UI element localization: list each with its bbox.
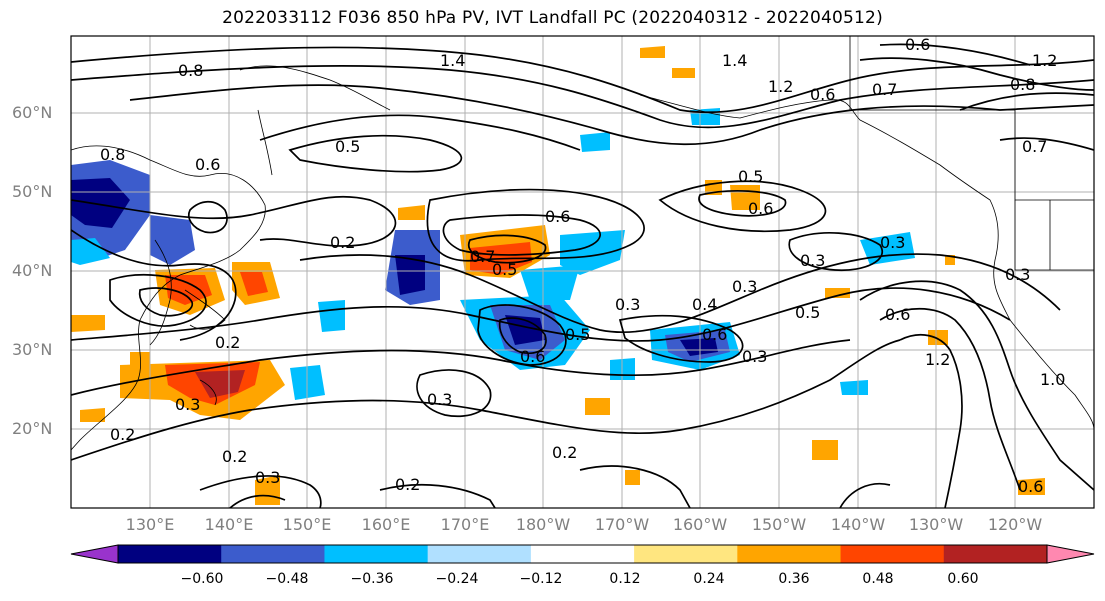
- contour-label: 0.6: [885, 305, 910, 324]
- contour-label: 0.6: [702, 325, 727, 344]
- colorbar-tick: 0.60: [947, 571, 979, 587]
- contour-label: 0.2: [222, 447, 247, 466]
- lon-label: 140°E: [204, 515, 254, 534]
- contour-label: 0.6: [520, 347, 545, 366]
- colorbar-segment: [427, 545, 532, 563]
- contour-label: 0.8: [100, 145, 125, 164]
- colorbar-segment: [943, 545, 1048, 563]
- contour-label: 0.3: [427, 390, 452, 409]
- colorbar-extend-low: [70, 544, 119, 564]
- contour-label: 0.4: [692, 295, 717, 314]
- contour-label: 0.6: [195, 155, 220, 174]
- contour-label: 0.6: [748, 199, 773, 218]
- colorbar-segment: [530, 545, 635, 563]
- colorbar-tick: −0.48: [265, 571, 309, 587]
- contour-label: 1.4: [440, 51, 465, 70]
- contour-label: 0.7: [872, 80, 897, 99]
- lon-label: 160°E: [361, 515, 411, 534]
- contour-label: 0.2: [330, 233, 355, 252]
- contour-label: 0.3: [800, 251, 825, 270]
- colorbar-tick: 0.36: [778, 571, 810, 587]
- contour-label: 1.2: [1032, 51, 1057, 70]
- contour-label: 0.2: [110, 425, 135, 444]
- contour-label: 0.6: [905, 35, 930, 54]
- contour-labels: 1.4 1.4 1.2 1.2 0.8 0.6 0.7 0.7 0.6 0.5 …: [100, 35, 1065, 496]
- contour-label: 0.3: [615, 295, 640, 314]
- colorbar-segment: [737, 545, 842, 563]
- pv-contours: [71, 43, 1094, 508]
- contour-label: 0.7: [470, 247, 495, 266]
- colorbar-tick: −0.36: [350, 571, 394, 587]
- colorbar-tick: 0.48: [862, 571, 894, 587]
- lon-label: 150°W: [751, 515, 807, 534]
- lat-label: 60°N: [12, 103, 53, 122]
- colorbar-tick: 0.12: [609, 571, 641, 587]
- contour-label: 0.3: [732, 277, 757, 296]
- contour-label: 1.4: [722, 51, 747, 70]
- map-frame: [70, 35, 1095, 509]
- colorbar-segment: [324, 545, 429, 563]
- contour-label: 0.3: [175, 395, 200, 414]
- graticule: [71, 36, 1094, 508]
- contour-label: 0.5: [335, 137, 360, 156]
- contour-label: 1.0: [1040, 370, 1065, 389]
- colorbar: [70, 544, 1095, 564]
- contour-label: 0.8: [1010, 75, 1035, 94]
- contour-label: 0.3: [255, 468, 280, 487]
- colorbar-tick: −0.24: [435, 571, 479, 587]
- contour-label: 0.5: [795, 303, 820, 322]
- lon-label: 130°W: [908, 515, 964, 534]
- contour-label: 0.7: [1022, 137, 1047, 156]
- lon-label: 180°W: [515, 515, 571, 534]
- lat-label: 20°N: [12, 419, 53, 438]
- colorbar-tick: 0.24: [693, 571, 725, 587]
- contour-label: 0.5: [565, 325, 590, 344]
- lon-label: 160°W: [672, 515, 728, 534]
- colorbar-outline: [117, 544, 1048, 564]
- colorbar-segment: [118, 545, 222, 563]
- shading-layer: [71, 46, 1045, 505]
- lon-label: 120°W: [987, 515, 1043, 534]
- contour-label: 0.6: [545, 207, 570, 226]
- colorbar-extend-high: [1046, 544, 1095, 564]
- contour-label: 0.3: [742, 347, 767, 366]
- colorbar-segment: [634, 545, 738, 563]
- contour-label: 0.3: [880, 233, 905, 252]
- contour-label: 0.8: [178, 61, 203, 80]
- lon-label: 170°W: [594, 515, 650, 534]
- contour-label: 0.5: [738, 167, 763, 186]
- lat-label: 30°N: [12, 340, 53, 359]
- contour-label: 0.6: [810, 85, 835, 104]
- contour-label: 0.3: [1005, 265, 1030, 284]
- contour-label: 0.2: [395, 475, 420, 494]
- map-title: 2022033112 F036 850 hPa PV, IVT Landfall…: [222, 8, 883, 28]
- contour-label: 0.5: [492, 260, 517, 279]
- colorbar-tick: −0.60: [180, 571, 224, 587]
- lon-label: 170°E: [440, 515, 490, 534]
- colorbar-segment: [840, 545, 945, 563]
- lat-label: 40°N: [12, 261, 53, 280]
- contour-label: 0.2: [552, 443, 577, 462]
- lon-label: 130°E: [125, 515, 175, 534]
- contour-label: 1.2: [768, 77, 793, 96]
- colorbar-tick: −0.12: [519, 571, 563, 587]
- colorbar-segment: [221, 545, 325, 563]
- lon-label: 150°E: [282, 515, 332, 534]
- contour-label: 0.2: [215, 333, 240, 352]
- lon-label: 140°W: [830, 515, 886, 534]
- lat-label: 50°N: [12, 182, 53, 201]
- contour-label: 1.2: [925, 350, 950, 369]
- contour-label: 0.6: [1018, 477, 1043, 496]
